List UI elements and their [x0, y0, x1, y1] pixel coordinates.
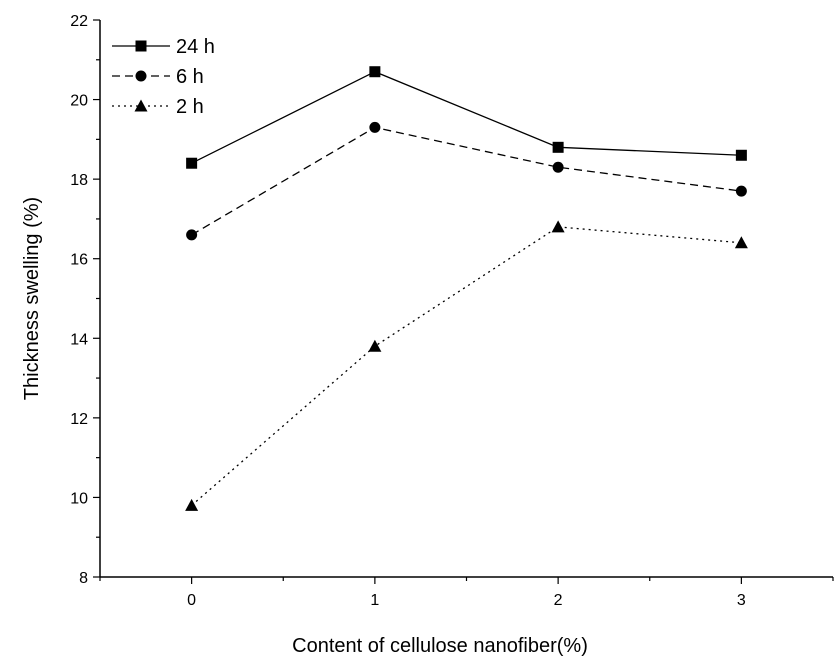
legend-label-6h: 6 h — [176, 66, 204, 88]
legend-marker-6h — [135, 70, 147, 82]
series-line-2h — [191, 226, 742, 506]
x-axis-title: Content of cellulose nanofiber(%) — [292, 635, 588, 657]
series-layer — [185, 66, 748, 511]
data-point-2h — [368, 339, 382, 352]
x-tick-label: 2 — [554, 592, 563, 609]
legend-label-2h: 2 h — [176, 96, 204, 118]
y-tick-label: 12 — [70, 411, 88, 428]
data-point-6h — [552, 161, 564, 173]
data-point-24h — [186, 157, 198, 169]
series-line-6h — [191, 126, 742, 236]
y-tick-label: 16 — [70, 252, 88, 269]
data-point-2h — [734, 236, 748, 249]
data-point-2h — [185, 498, 199, 511]
data-point-24h — [735, 149, 747, 161]
legend-marker-2h — [134, 99, 148, 112]
legend-item-6h: 6 h — [112, 66, 204, 88]
series-line-24h — [191, 71, 742, 164]
x-tick-label: 3 — [737, 592, 746, 609]
legend: 24 h 6 h 2 h — [112, 36, 215, 118]
data-point-24h — [369, 66, 381, 78]
y-tick-label: 8 — [79, 570, 88, 587]
y-axis-ticks: 8 10 12 14 16 18 20 22 — [70, 13, 100, 587]
y-axis-title: Thickness swelling (%) — [21, 197, 43, 400]
series-6h — [186, 121, 747, 241]
data-point-6h — [186, 229, 198, 241]
y-tick-label: 18 — [70, 172, 88, 189]
x-axis-ticks: 0 1 2 3 — [99, 577, 834, 609]
y-tick-label: 10 — [70, 490, 88, 507]
y-tick-label: 14 — [70, 331, 88, 348]
legend-item-2h: 2 h — [112, 96, 204, 118]
y-tick-label: 20 — [70, 93, 88, 110]
series-2h — [185, 220, 748, 511]
series-24h — [186, 66, 747, 169]
data-point-24h — [552, 141, 564, 153]
x-tick-label: 1 — [370, 592, 379, 609]
data-point-6h — [369, 121, 381, 133]
legend-marker-24h — [135, 40, 147, 52]
data-point-2h — [551, 220, 565, 233]
legend-item-24h: 24 h — [112, 36, 215, 58]
legend-label-24h: 24 h — [176, 36, 215, 58]
y-tick-label: 22 — [70, 13, 88, 30]
x-tick-label: 0 — [187, 592, 196, 609]
data-point-6h — [735, 185, 747, 197]
